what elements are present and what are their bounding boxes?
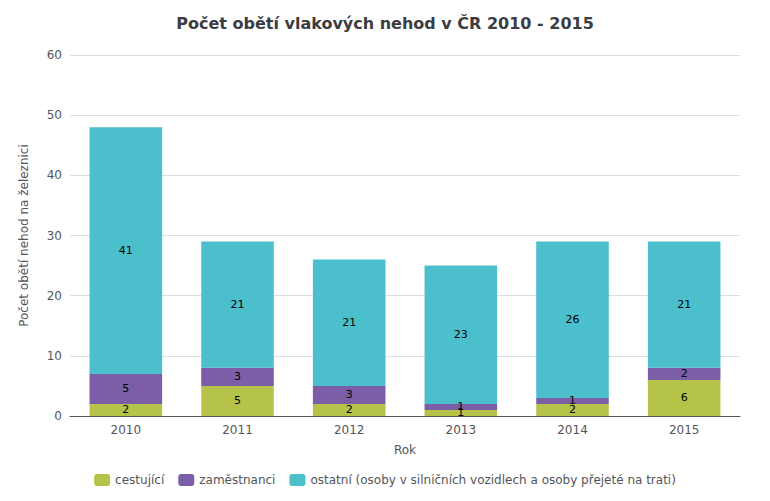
svg-text:Rok: Rok <box>394 443 416 457</box>
svg-text:30: 30 <box>47 229 62 243</box>
svg-text:50: 50 <box>47 108 62 122</box>
svg-text:1: 1 <box>457 400 464 413</box>
svg-text:Počet obětí nehod na železnici: Počet obětí nehod na železnici <box>17 144 31 327</box>
svg-text:2015: 2015 <box>669 423 700 437</box>
svg-text:zaměstnanci: zaměstnanci <box>199 473 275 487</box>
svg-text:2: 2 <box>681 367 688 380</box>
svg-text:2: 2 <box>569 403 576 417</box>
svg-text:2012: 2012 <box>334 423 365 437</box>
svg-text:0: 0 <box>54 409 62 423</box>
svg-text:23: 23 <box>454 328 468 341</box>
svg-text:2011: 2011 <box>222 423 253 437</box>
svg-text:21: 21 <box>677 298 691 311</box>
svg-text:5: 5 <box>234 394 241 407</box>
svg-text:1: 1 <box>569 394 576 407</box>
svg-text:2010: 2010 <box>111 423 142 437</box>
svg-text:Počet obětí vlakových nehod v: Počet obětí vlakových nehod v ČR 2010 - … <box>176 14 594 33</box>
svg-text:20: 20 <box>47 289 62 303</box>
svg-text:41: 41 <box>119 244 133 257</box>
svg-text:2: 2 <box>122 403 129 416</box>
svg-text:2014: 2014 <box>557 423 588 437</box>
svg-text:2013: 2013 <box>446 423 477 437</box>
svg-text:6: 6 <box>681 391 688 404</box>
svg-text:2: 2 <box>346 403 353 416</box>
svg-text:5: 5 <box>122 382 129 395</box>
svg-text:60: 60 <box>47 48 62 62</box>
svg-text:10: 10 <box>47 349 62 363</box>
svg-text:ostatní (osoby v silničních vo: ostatní (osoby v silničních vozidlech a … <box>310 473 675 487</box>
svg-text:26: 26 <box>566 313 580 326</box>
svg-text:cestující: cestující <box>115 473 165 487</box>
svg-text:21: 21 <box>231 298 245 311</box>
svg-text:21: 21 <box>342 316 356 329</box>
svg-text:3: 3 <box>346 388 353 401</box>
svg-text:3: 3 <box>234 370 241 383</box>
svg-text:40: 40 <box>47 168 62 182</box>
